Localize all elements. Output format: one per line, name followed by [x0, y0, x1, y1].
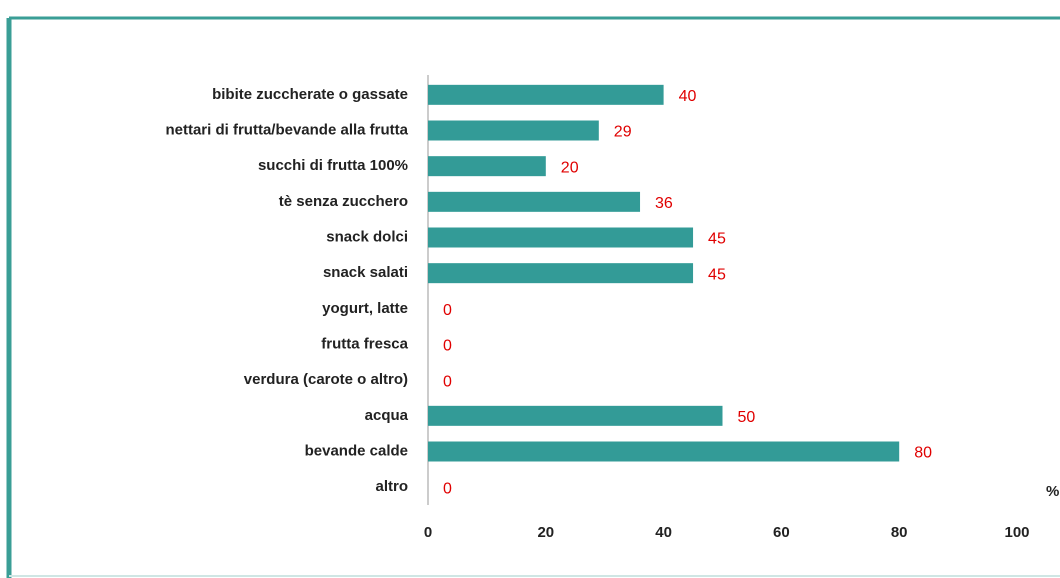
value-label: 20 [561, 159, 579, 176]
y-tick-label: tè senza zucchero [279, 193, 408, 210]
value-label: 40 [679, 88, 697, 105]
x-tick-label: 60 [773, 524, 790, 541]
y-tick-label: frutta fresca [321, 335, 408, 352]
bar [428, 441, 900, 462]
value-label: 0 [443, 302, 452, 319]
bar [428, 156, 546, 177]
y-tick-label: altro [375, 478, 408, 495]
value-label: 45 [708, 266, 726, 283]
y-tick-label: snack dolci [326, 228, 408, 245]
value-label: 45 [708, 231, 726, 248]
x-tick-label: 80 [891, 524, 908, 541]
bar [428, 227, 694, 248]
bar [428, 191, 641, 212]
bar [428, 84, 664, 105]
x-axis-label: % [1046, 483, 1059, 500]
x-tick-label: 40 [655, 524, 672, 541]
y-tick-label: nettari di frutta/bevande alla frutta [165, 121, 408, 138]
y-tick-label: verdura (carote o altro) [244, 371, 408, 388]
y-tick-label: yogurt, latte [322, 300, 408, 317]
value-label: 0 [443, 373, 452, 390]
value-label: 29 [614, 124, 632, 141]
bar [428, 263, 694, 284]
y-tick-label: acqua [365, 407, 409, 424]
value-label: 36 [655, 195, 673, 212]
value-label: 0 [443, 338, 452, 355]
x-tick-label: 0 [424, 524, 432, 541]
x-tick-label: 20 [537, 524, 554, 541]
y-tick-label: succhi di frutta 100% [258, 157, 408, 174]
x-tick-label: 100 [1004, 524, 1029, 541]
value-label: 80 [914, 445, 932, 462]
y-tick-label: bibite zuccherate o gassate [212, 86, 408, 103]
bar [428, 405, 723, 426]
value-label: 50 [738, 409, 756, 426]
value-label: 0 [443, 480, 452, 497]
y-tick-label: bevande calde [305, 442, 408, 459]
bar [428, 120, 599, 141]
y-tick-label: snack salati [323, 264, 408, 281]
